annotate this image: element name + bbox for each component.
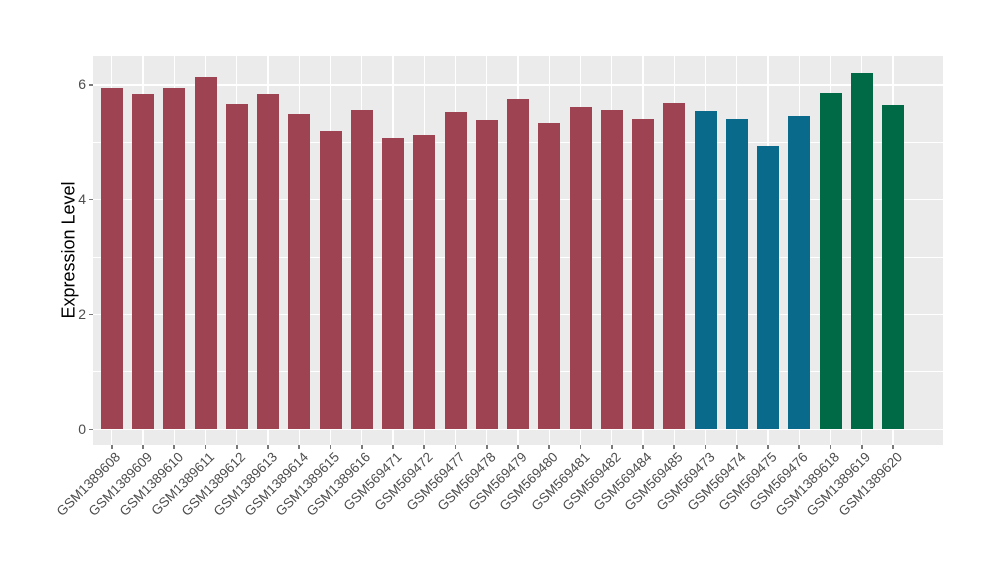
x-axis-tick-1 <box>110 445 113 449</box>
bar-GSM569474 <box>725 118 748 430</box>
x-axis-tick-24 <box>829 445 832 449</box>
bar-GSM1389619 <box>850 73 873 430</box>
x-axis-tick-6 <box>267 445 269 449</box>
x-axis-tick-23 <box>798 445 801 449</box>
x-axis-tick-11 <box>423 445 426 449</box>
bar-GSM1389612 <box>225 104 248 430</box>
x-axis-tick-14 <box>517 445 519 449</box>
x-axis-tick-18 <box>642 445 644 449</box>
bar-GSM1389614 <box>288 114 311 430</box>
x-axis-tick-26 <box>892 445 894 449</box>
bar-GSM569485 <box>663 103 686 430</box>
bar-GSM1389609 <box>132 94 154 430</box>
x-axis-tick-21 <box>735 445 738 449</box>
x-axis-tick-22 <box>767 445 769 449</box>
bar-GSM569482 <box>600 109 623 430</box>
bar-GSM569476 <box>788 116 811 430</box>
y-axis-tick-0 <box>89 428 93 431</box>
bar-GSM1389616 <box>350 109 373 430</box>
y-tick-label-0: 0 <box>78 420 86 437</box>
plot-panel <box>93 56 943 445</box>
bar-GSM1389610 <box>163 88 186 430</box>
bar-GSM569478 <box>475 120 498 430</box>
bar-GSM1389620 <box>882 104 904 430</box>
x-axis-tick-2 <box>142 445 144 449</box>
x-axis-tick-8 <box>329 445 332 449</box>
bar-GSM1389618 <box>819 92 842 430</box>
x-axis-tick-25 <box>860 445 863 449</box>
x-axis-tick-15 <box>548 445 551 449</box>
y-tick-label-4: 4 <box>78 191 86 208</box>
x-axis-tick-16 <box>579 445 582 449</box>
y-tick-label-6: 6 <box>78 76 86 93</box>
y-axis-tick-6 <box>89 84 93 86</box>
bar-GSM569472 <box>413 134 436 430</box>
x-axis-tick-5 <box>235 445 238 449</box>
x-axis-tick-10 <box>392 445 394 449</box>
y-axis-tick-4 <box>89 198 93 201</box>
bar-GSM1389615 <box>319 130 342 430</box>
x-axis-tick-7 <box>298 445 301 449</box>
x-axis-tick-9 <box>360 445 363 449</box>
bar-GSM1389608 <box>100 88 123 430</box>
bar-GSM569479 <box>507 98 529 430</box>
x-axis-tick-3 <box>173 445 176 449</box>
y-axis-tick-2 <box>89 313 93 316</box>
bar-GSM569484 <box>632 119 654 430</box>
x-axis-tick-20 <box>704 445 707 449</box>
bar-GSM1389613 <box>257 93 279 430</box>
x-axis-tick-12 <box>454 445 457 449</box>
bar-GSM569475 <box>757 145 779 430</box>
bar-GSM569481 <box>569 107 592 430</box>
x-axis-tick-19 <box>673 445 676 449</box>
x-axis-tick-4 <box>204 445 207 449</box>
bar-GSM569473 <box>694 110 717 430</box>
bar-GSM1389611 <box>194 76 217 430</box>
x-axis-tick-13 <box>485 445 488 449</box>
bar-GSM569471 <box>382 138 404 430</box>
bar-GSM569480 <box>538 122 561 430</box>
bar-GSM569477 <box>444 112 467 430</box>
x-axis-tick-17 <box>610 445 613 449</box>
y-tick-label-2: 2 <box>78 306 86 322</box>
